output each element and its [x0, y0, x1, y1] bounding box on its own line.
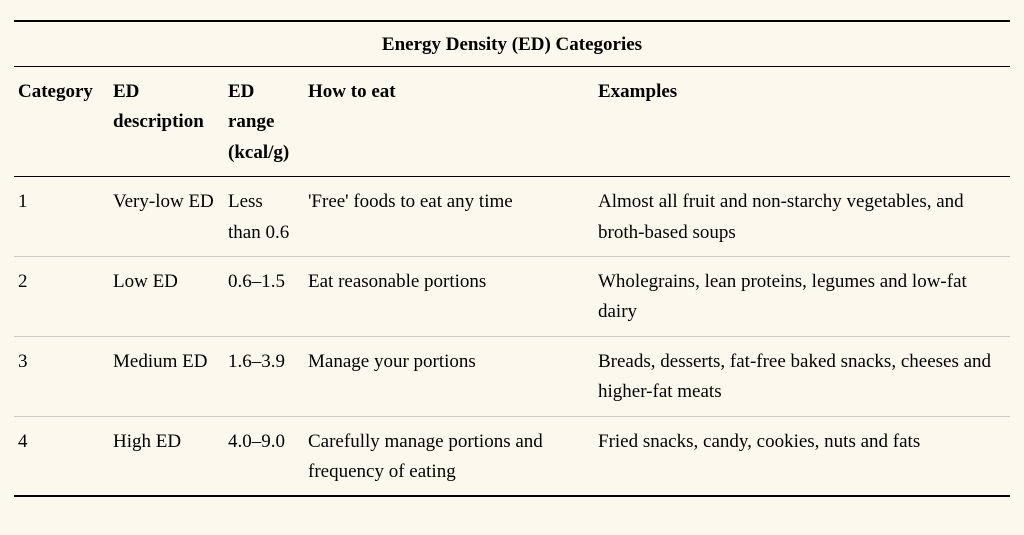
- cell-how: Manage your portions: [304, 336, 594, 416]
- table-row: 4 High ED 4.0–9.0 Carefully manage porti…: [14, 416, 1010, 496]
- cell-how: 'Free' foods to eat any time: [304, 177, 594, 257]
- table-row: 3 Medium ED 1.6–3.9 Manage your portions…: [14, 336, 1010, 416]
- table-title: Energy Density (ED) Categories: [14, 20, 1010, 67]
- cell-description: Medium ED: [109, 336, 224, 416]
- ed-categories-table-container: Energy Density (ED) Categories Category …: [14, 20, 1010, 497]
- header-how: How to eat: [304, 67, 594, 177]
- cell-category: 3: [14, 336, 109, 416]
- cell-description: Low ED: [109, 256, 224, 336]
- cell-range: 0.6–1.5: [224, 256, 304, 336]
- table-row: 2 Low ED 0.6–1.5 Eat reasonable portions…: [14, 256, 1010, 336]
- table-row: 1 Very-low ED Less than 0.6 'Free' foods…: [14, 177, 1010, 257]
- table-header-row: Category ED description ED range (kcal/g…: [14, 67, 1010, 177]
- cell-description: Very-low ED: [109, 177, 224, 257]
- cell-examples: Almost all fruit and non-starchy vegetab…: [594, 177, 1010, 257]
- ed-categories-table: Category ED description ED range (kcal/g…: [14, 67, 1010, 497]
- cell-range: 1.6–3.9: [224, 336, 304, 416]
- cell-category: 4: [14, 416, 109, 496]
- header-category: Category: [14, 67, 109, 177]
- table-body: 1 Very-low ED Less than 0.6 'Free' foods…: [14, 177, 1010, 497]
- cell-category: 1: [14, 177, 109, 257]
- header-range: ED range (kcal/g): [224, 67, 304, 177]
- cell-range: 4.0–9.0: [224, 416, 304, 496]
- cell-examples: Fried snacks, candy, cookies, nuts and f…: [594, 416, 1010, 496]
- cell-how: Carefully manage portions and frequency …: [304, 416, 594, 496]
- cell-category: 2: [14, 256, 109, 336]
- cell-how: Eat reasonable portions: [304, 256, 594, 336]
- cell-range: Less than 0.6: [224, 177, 304, 257]
- header-description: ED description: [109, 67, 224, 177]
- cell-description: High ED: [109, 416, 224, 496]
- cell-examples: Breads, desserts, fat-free baked snacks,…: [594, 336, 1010, 416]
- cell-examples: Wholegrains, lean proteins, legumes and …: [594, 256, 1010, 336]
- header-examples: Examples: [594, 67, 1010, 177]
